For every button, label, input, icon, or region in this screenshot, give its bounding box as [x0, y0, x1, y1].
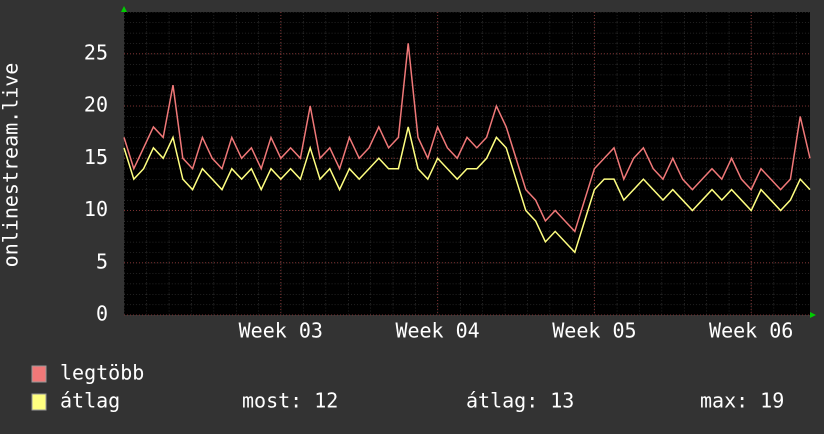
- series-line: [123, 126, 811, 254]
- y-tick-label: 25: [84, 40, 108, 64]
- legend-swatch: [31, 393, 47, 411]
- legend-label: átlag: [60, 389, 120, 413]
- stat-value: 12: [314, 389, 338, 413]
- series-line: [123, 43, 811, 233]
- stat-label: átlag:: [466, 389, 538, 413]
- y-arrow: [121, 6, 127, 12]
- y-tick-label: 15: [84, 145, 108, 169]
- y-tick-label: 10: [84, 197, 108, 221]
- y-axis-label: onlinestream.live: [0, 63, 23, 268]
- x-arrow: [810, 312, 816, 318]
- stat-value: 19: [760, 389, 784, 413]
- stat-label: most:: [242, 389, 302, 413]
- stat-value: 13: [550, 389, 574, 413]
- x-tick-label: Week 04: [395, 319, 479, 343]
- legend-swatch: [31, 365, 47, 383]
- y-tick-label: 0: [96, 302, 108, 326]
- y-tick-label: 5: [96, 249, 108, 273]
- y-tick-label: 20: [84, 93, 108, 117]
- x-tick-label: Week 05: [552, 319, 636, 343]
- minor-grid: [124, 12, 810, 315]
- x-tick-label: Week 03: [239, 319, 323, 343]
- x-tick-label: Week 06: [709, 319, 793, 343]
- legend-label: legtöbb: [60, 361, 144, 385]
- stat-label: max:: [700, 389, 748, 413]
